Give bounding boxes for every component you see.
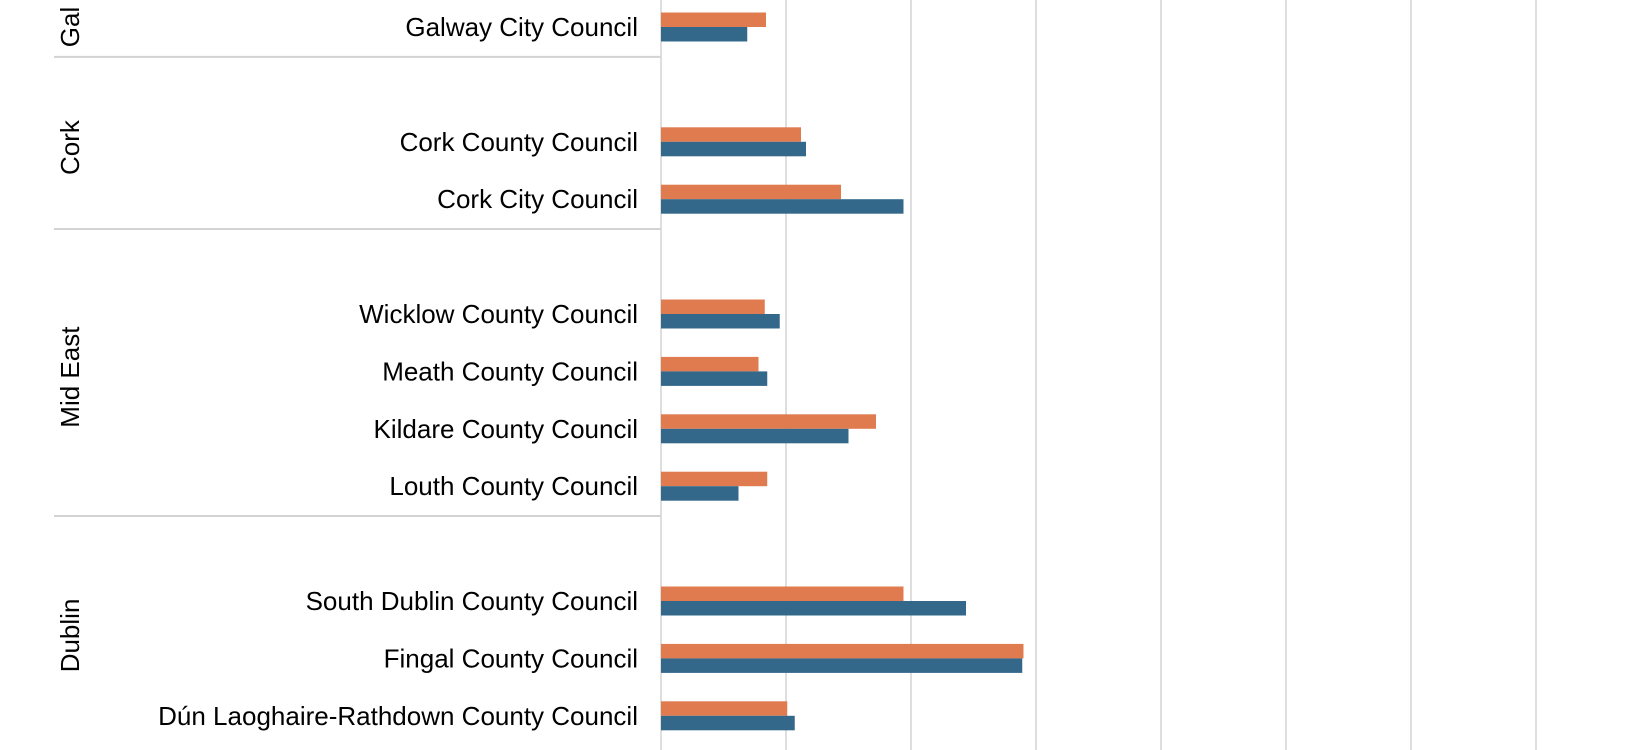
bar-series-2 — [661, 141, 806, 157]
group-label: Dublin — [55, 599, 85, 673]
category-label: Meath County Council — [382, 356, 638, 386]
gridlines — [660, 0, 1537, 750]
group-label: Gal — [55, 7, 85, 47]
category-label: Louth County Council — [389, 471, 638, 501]
bar-series-2 — [661, 601, 966, 616]
bar-series-1 — [661, 299, 765, 314]
bar-series-2 — [661, 314, 780, 329]
group-label: Mid East — [55, 326, 85, 428]
bar-series-2 — [661, 371, 768, 386]
category-labels: Galway City Council Cork County Council Co… — [158, 12, 638, 731]
group-label: Cork — [55, 119, 85, 175]
category-label: Cork County Council — [400, 127, 638, 157]
bar-series-1 — [661, 12, 766, 27]
bar-series-1 — [661, 184, 841, 200]
bar-series-2 — [661, 658, 1023, 673]
category-label: Dún Laoghaire-Rathdown County Council — [158, 701, 638, 731]
bar-series-2 — [661, 486, 739, 501]
bar-series-2 — [661, 428, 849, 444]
bar-series-1 — [661, 356, 759, 372]
bar-series-1 — [661, 414, 876, 429]
bars — [661, 12, 1024, 731]
bar-series-1 — [661, 127, 801, 142]
category-label: Kildare County Council — [374, 414, 638, 444]
category-label: Fingal County Council — [384, 643, 638, 673]
bar-series-1 — [661, 643, 1024, 659]
category-label: South Dublin County Council — [306, 586, 638, 616]
bar-series-1 — [661, 586, 904, 601]
group-labels: Gal Cork Mid East Dublin — [55, 7, 85, 673]
bar-series-2 — [661, 715, 795, 731]
bar-series-1 — [661, 471, 768, 487]
category-label: Galway City Council — [405, 12, 638, 42]
bar-series-2 — [661, 199, 904, 214]
group-separators — [54, 55, 661, 518]
category-label: Cork City Council — [437, 184, 638, 214]
bar-series-1 — [661, 701, 788, 716]
bar-series-2 — [661, 27, 748, 42]
category-label: Wicklow County Council — [359, 299, 638, 329]
